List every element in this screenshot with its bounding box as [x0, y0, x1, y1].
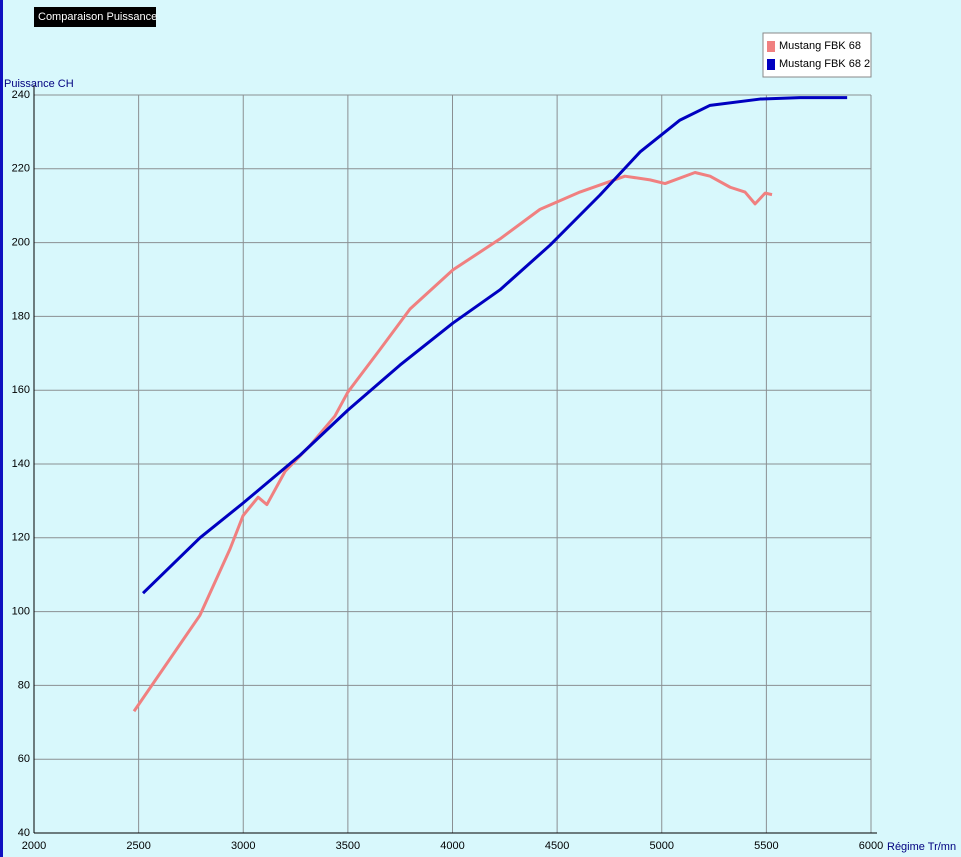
- legend-box: [762, 32, 872, 78]
- x-tick-label: 4000: [440, 840, 464, 852]
- y-axis-label: Puissance CH: [4, 78, 74, 90]
- legend-swatch: [767, 59, 775, 70]
- y-tick-label: 80: [18, 679, 30, 691]
- y-tick-label: 120: [12, 532, 30, 544]
- x-tick-label: 2500: [126, 840, 150, 852]
- series-line: [132, 170, 773, 713]
- x-tick-label: 2000: [22, 840, 46, 852]
- y-tick-label: 60: [18, 753, 30, 765]
- x-tick-label: 3000: [231, 840, 255, 852]
- series-line: [141, 96, 848, 595]
- legend-swatch: [767, 41, 775, 52]
- x-axis-label: Régime Tr/mn: [887, 841, 956, 853]
- y-tick-label: 140: [12, 458, 30, 470]
- title-box: [34, 7, 156, 27]
- y-tick-label: 200: [12, 237, 30, 249]
- y-tick-label: 220: [12, 163, 30, 175]
- legend-label: Mustang FBK 68: [779, 40, 861, 52]
- chart-title: Comparaison Puissance: [38, 11, 157, 23]
- y-tick-label: 100: [12, 606, 30, 618]
- y-tick-label: 160: [12, 384, 30, 396]
- x-tick-label: 3500: [336, 840, 360, 852]
- x-tick-label: 6000: [859, 840, 883, 852]
- y-tick-label: 40: [18, 827, 30, 839]
- x-tick-label: 4500: [545, 840, 569, 852]
- y-tick-label: 240: [12, 89, 30, 101]
- x-tick-label: 5500: [754, 840, 778, 852]
- y-tick-label: 180: [12, 310, 30, 322]
- legend-label: Mustang FBK 68 2: [779, 58, 870, 70]
- x-tick-label: 5000: [650, 840, 674, 852]
- left-border: [0, 0, 3, 857]
